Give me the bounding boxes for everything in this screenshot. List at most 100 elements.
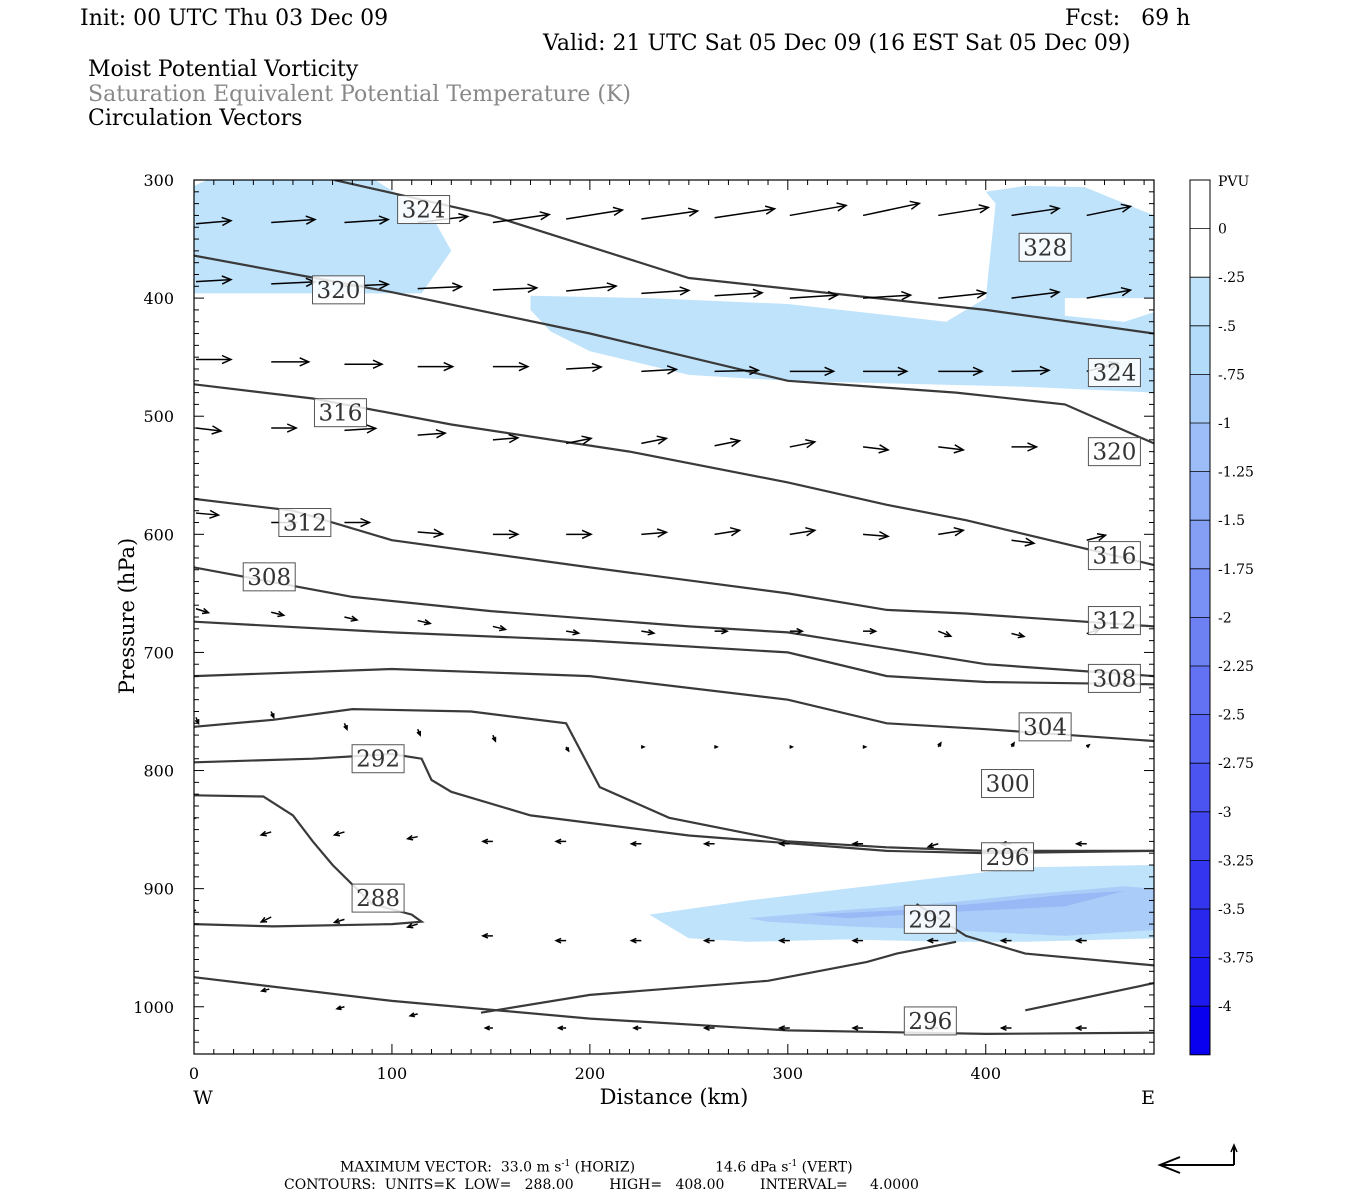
contour-label: 324 — [1087, 358, 1141, 388]
colorbar-swatch — [1190, 228, 1210, 278]
circulation-vector — [566, 282, 618, 292]
contour-label: 296 — [981, 842, 1035, 872]
reference-vector — [1157, 1143, 1238, 1174]
contour-label-box — [278, 508, 332, 538]
vector-shaft — [862, 446, 889, 451]
contour-label-text: 320 — [317, 278, 361, 304]
vector-head — [186, 818, 192, 823]
circulation-vector — [641, 365, 679, 375]
vector-head — [909, 200, 922, 210]
axes-layer: 0 100 200 300 400 300 400 500 600 700 800 900 1000 — [133, 171, 1155, 1083]
vector-shaft — [789, 204, 847, 217]
circulation-vector — [938, 366, 984, 377]
vector-shaft — [344, 616, 358, 621]
circulation-vector — [789, 627, 805, 635]
field-title-vectors: Circulation Vectors — [88, 106, 303, 131]
circulation-vector — [937, 630, 953, 638]
vector-head — [186, 910, 192, 915]
vector-shaft — [565, 437, 592, 445]
vector-head — [1074, 840, 1083, 847]
pv-region-1 — [530, 185, 1154, 393]
max-vector-vert-exp: -1 — [788, 1159, 798, 1169]
vector-shaft — [271, 611, 284, 617]
vector-head — [335, 1005, 342, 1011]
circulation-vector — [195, 607, 211, 615]
vector-shaft — [417, 531, 443, 535]
circulation-vector — [417, 361, 455, 372]
pv-fill-layer — [194, 180, 1154, 942]
circulation-vector — [641, 286, 691, 296]
vector-head — [953, 444, 966, 454]
vector-head — [827, 290, 840, 301]
circulation-vector — [566, 529, 593, 540]
circulation-vector — [713, 745, 719, 749]
colorbar-label: -1 — [1218, 416, 1232, 432]
vector-shaft — [863, 294, 911, 299]
circulation-vector — [492, 211, 552, 224]
y-tick-label: 300 — [143, 171, 174, 190]
circulation-vector — [417, 428, 448, 439]
circulation-vector — [271, 610, 286, 618]
vector-head — [458, 212, 470, 223]
circulation-vector — [714, 627, 729, 635]
vector-head — [581, 435, 593, 445]
contour-label-text: 312 — [283, 511, 327, 537]
colorbar-swatch — [1190, 714, 1210, 764]
y-tick-label: 600 — [143, 525, 174, 544]
vector-shaft — [641, 210, 698, 220]
circulation-vector — [937, 741, 942, 748]
circulation-vector — [862, 200, 922, 217]
vector-shaft — [641, 531, 667, 536]
colorbar-label: -1.25 — [1218, 465, 1254, 481]
contour-label-text: 304 — [1023, 715, 1067, 741]
vector-head — [378, 280, 391, 290]
circulation-vector — [714, 526, 742, 537]
colorbar-label: 0 — [1218, 222, 1227, 238]
vector-head — [702, 937, 710, 944]
vector-head — [836, 202, 848, 212]
contour-label: 292 — [351, 744, 405, 774]
vector-shaft — [417, 285, 462, 290]
contour-label-box — [351, 883, 405, 913]
vector-head — [221, 216, 233, 227]
colorbar-label: -.75 — [1218, 367, 1245, 383]
vector-head — [221, 275, 233, 285]
vector-shaft — [862, 533, 889, 538]
circulation-vector — [702, 840, 715, 847]
circulation-vector — [632, 1025, 642, 1031]
vector-head — [332, 918, 341, 924]
forecast-hour: Fcst: 69 h — [1065, 6, 1191, 31]
circulation-vector — [938, 444, 966, 454]
circulation-vector — [999, 1025, 1012, 1031]
circulation-vector — [938, 289, 988, 299]
contour-label-box — [1087, 606, 1141, 636]
vector-shaft — [714, 529, 740, 536]
contour-label: 316 — [313, 398, 367, 428]
max-vector-vert-tag: (VERT) — [797, 1159, 853, 1176]
vector-shaft — [641, 368, 677, 373]
vector-head — [1024, 537, 1036, 547]
circulation-vector — [629, 937, 642, 944]
circulation-vector — [344, 615, 359, 622]
circulation-vector — [1010, 741, 1015, 748]
circulation-vector — [417, 528, 445, 539]
vector-head — [423, 619, 432, 626]
circulation-vector — [938, 526, 966, 537]
circulation-vector — [1011, 442, 1039, 452]
vector-head — [1085, 743, 1091, 749]
circulation-vector — [554, 838, 567, 845]
vector-shaft — [271, 218, 316, 224]
vector-head — [953, 526, 966, 537]
colorbar-label: -1.5 — [1218, 513, 1245, 529]
contour-label: 320 — [1087, 437, 1141, 467]
vector-shaft — [417, 619, 431, 625]
vector-head — [937, 741, 942, 747]
circulation-vector — [492, 361, 530, 372]
circulation-vector — [1086, 203, 1133, 217]
vector-shaft — [1011, 207, 1060, 217]
colorbar-swatch — [1190, 471, 1210, 521]
y-tick-label: 500 — [143, 407, 174, 426]
vector-head — [554, 838, 562, 845]
circulation-vector — [481, 838, 493, 845]
circulation-vector — [195, 216, 233, 227]
